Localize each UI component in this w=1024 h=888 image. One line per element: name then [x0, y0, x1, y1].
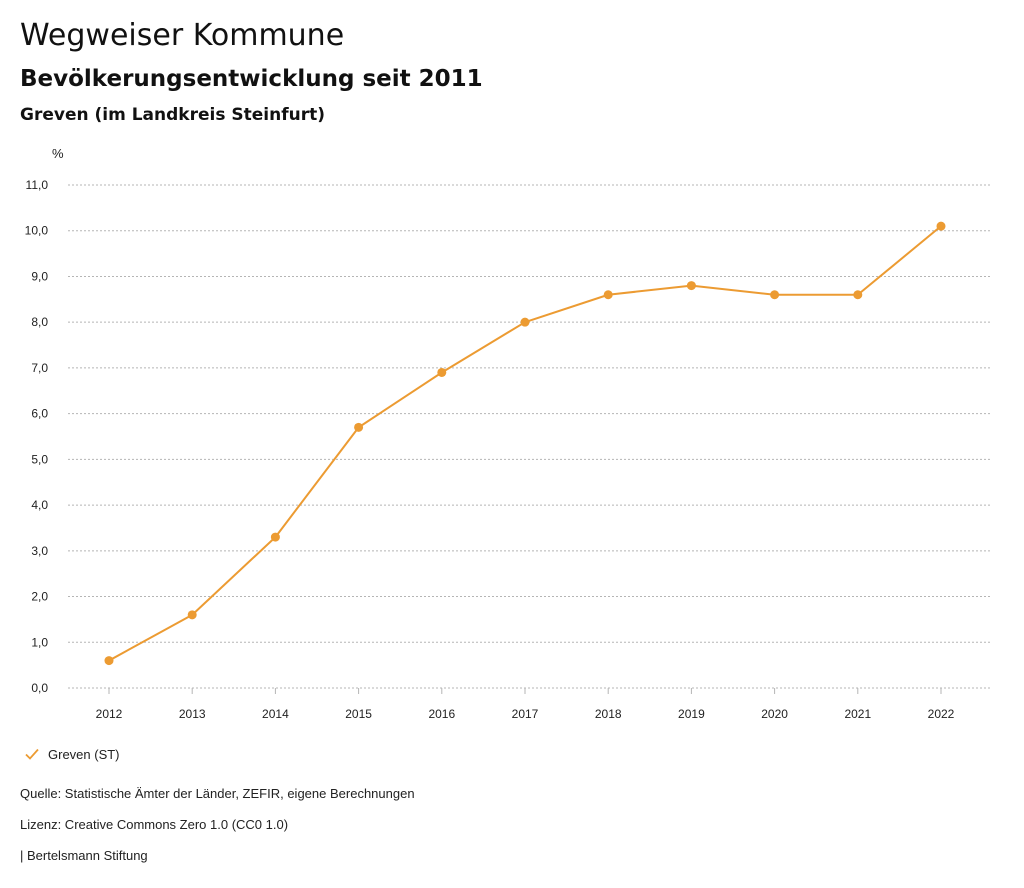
x-tick-label: 2019	[678, 707, 705, 721]
y-tick-label: 11,0	[26, 178, 49, 192]
y-tick-label: 3,0	[31, 544, 48, 558]
brand-note: | Bertelsmann Stiftung	[20, 848, 148, 863]
y-tick-label: 1,0	[31, 635, 48, 649]
legend[interactable]: Greven (ST)	[24, 746, 120, 762]
x-tick-label: 2015	[345, 707, 372, 721]
data-point[interactable]	[770, 290, 780, 300]
y-tick-label: 8,0	[31, 315, 48, 329]
series-line	[108, 225, 942, 662]
x-tick-label: 2016	[428, 707, 455, 721]
y-tick-label: 4,0	[31, 498, 48, 512]
y-tick-label: 0,0	[31, 681, 48, 695]
license-note: Lizenz: Creative Commons Zero 1.0 (CC0 1…	[20, 817, 289, 832]
data-point[interactable]	[270, 532, 280, 542]
gridlines	[68, 184, 990, 689]
y-tick-label: 2,0	[31, 590, 48, 604]
x-tick-label: 2021	[844, 707, 871, 721]
data-point[interactable]	[936, 221, 946, 231]
data-point[interactable]	[686, 281, 696, 291]
source-note: Quelle: Statistische Ämter der Länder, Z…	[20, 786, 415, 801]
x-tick-label: 2020	[761, 707, 788, 721]
line-chart: % 0,0 1,0 2,0 3,0 4,0 5,0 6,0 7,0 8,0 9,0 10,0 11,0…	[25, 146, 990, 721]
x-tick-label: 2022	[928, 707, 955, 721]
x-axis-ticks: 2012 2013 2014 2015 2016 2017 2018 2019 2020 2021…	[96, 688, 955, 721]
y-tick-label: 5,0	[31, 452, 48, 466]
data-point[interactable]	[354, 422, 364, 432]
y-tick-label: 7,0	[31, 361, 48, 375]
data-point[interactable]	[520, 317, 530, 327]
data-point[interactable]	[603, 290, 613, 300]
x-tick-label: 2018	[595, 707, 622, 721]
y-axis-unit-label: %	[52, 146, 64, 161]
data-point[interactable]	[104, 656, 114, 666]
x-tick-label: 2017	[512, 707, 539, 721]
y-tick-label: 10,0	[25, 224, 49, 238]
y-axis-ticks: 0,0 1,0 2,0 3,0 4,0 5,0 6,0 7,0 8,0 9,0 10,0 11,0	[25, 178, 49, 695]
data-point[interactable]	[853, 290, 863, 300]
page-title: Wegweiser Kommune	[20, 18, 345, 53]
chart-subtitle: Bevölkerungsentwicklung seit 2011	[20, 66, 483, 92]
check-icon	[25, 748, 39, 760]
y-tick-label: 9,0	[31, 269, 48, 283]
series-greven	[104, 221, 946, 666]
x-tick-label: 2012	[96, 707, 123, 721]
y-tick-label: 6,0	[31, 407, 48, 421]
data-point[interactable]	[437, 367, 447, 377]
x-tick-label: 2013	[179, 707, 206, 721]
legend-label-greven: Greven (ST)	[48, 746, 120, 762]
data-point[interactable]	[187, 610, 197, 620]
region-label: Greven (im Landkreis Steinfurt)	[20, 105, 325, 125]
x-tick-label: 2014	[262, 707, 289, 721]
